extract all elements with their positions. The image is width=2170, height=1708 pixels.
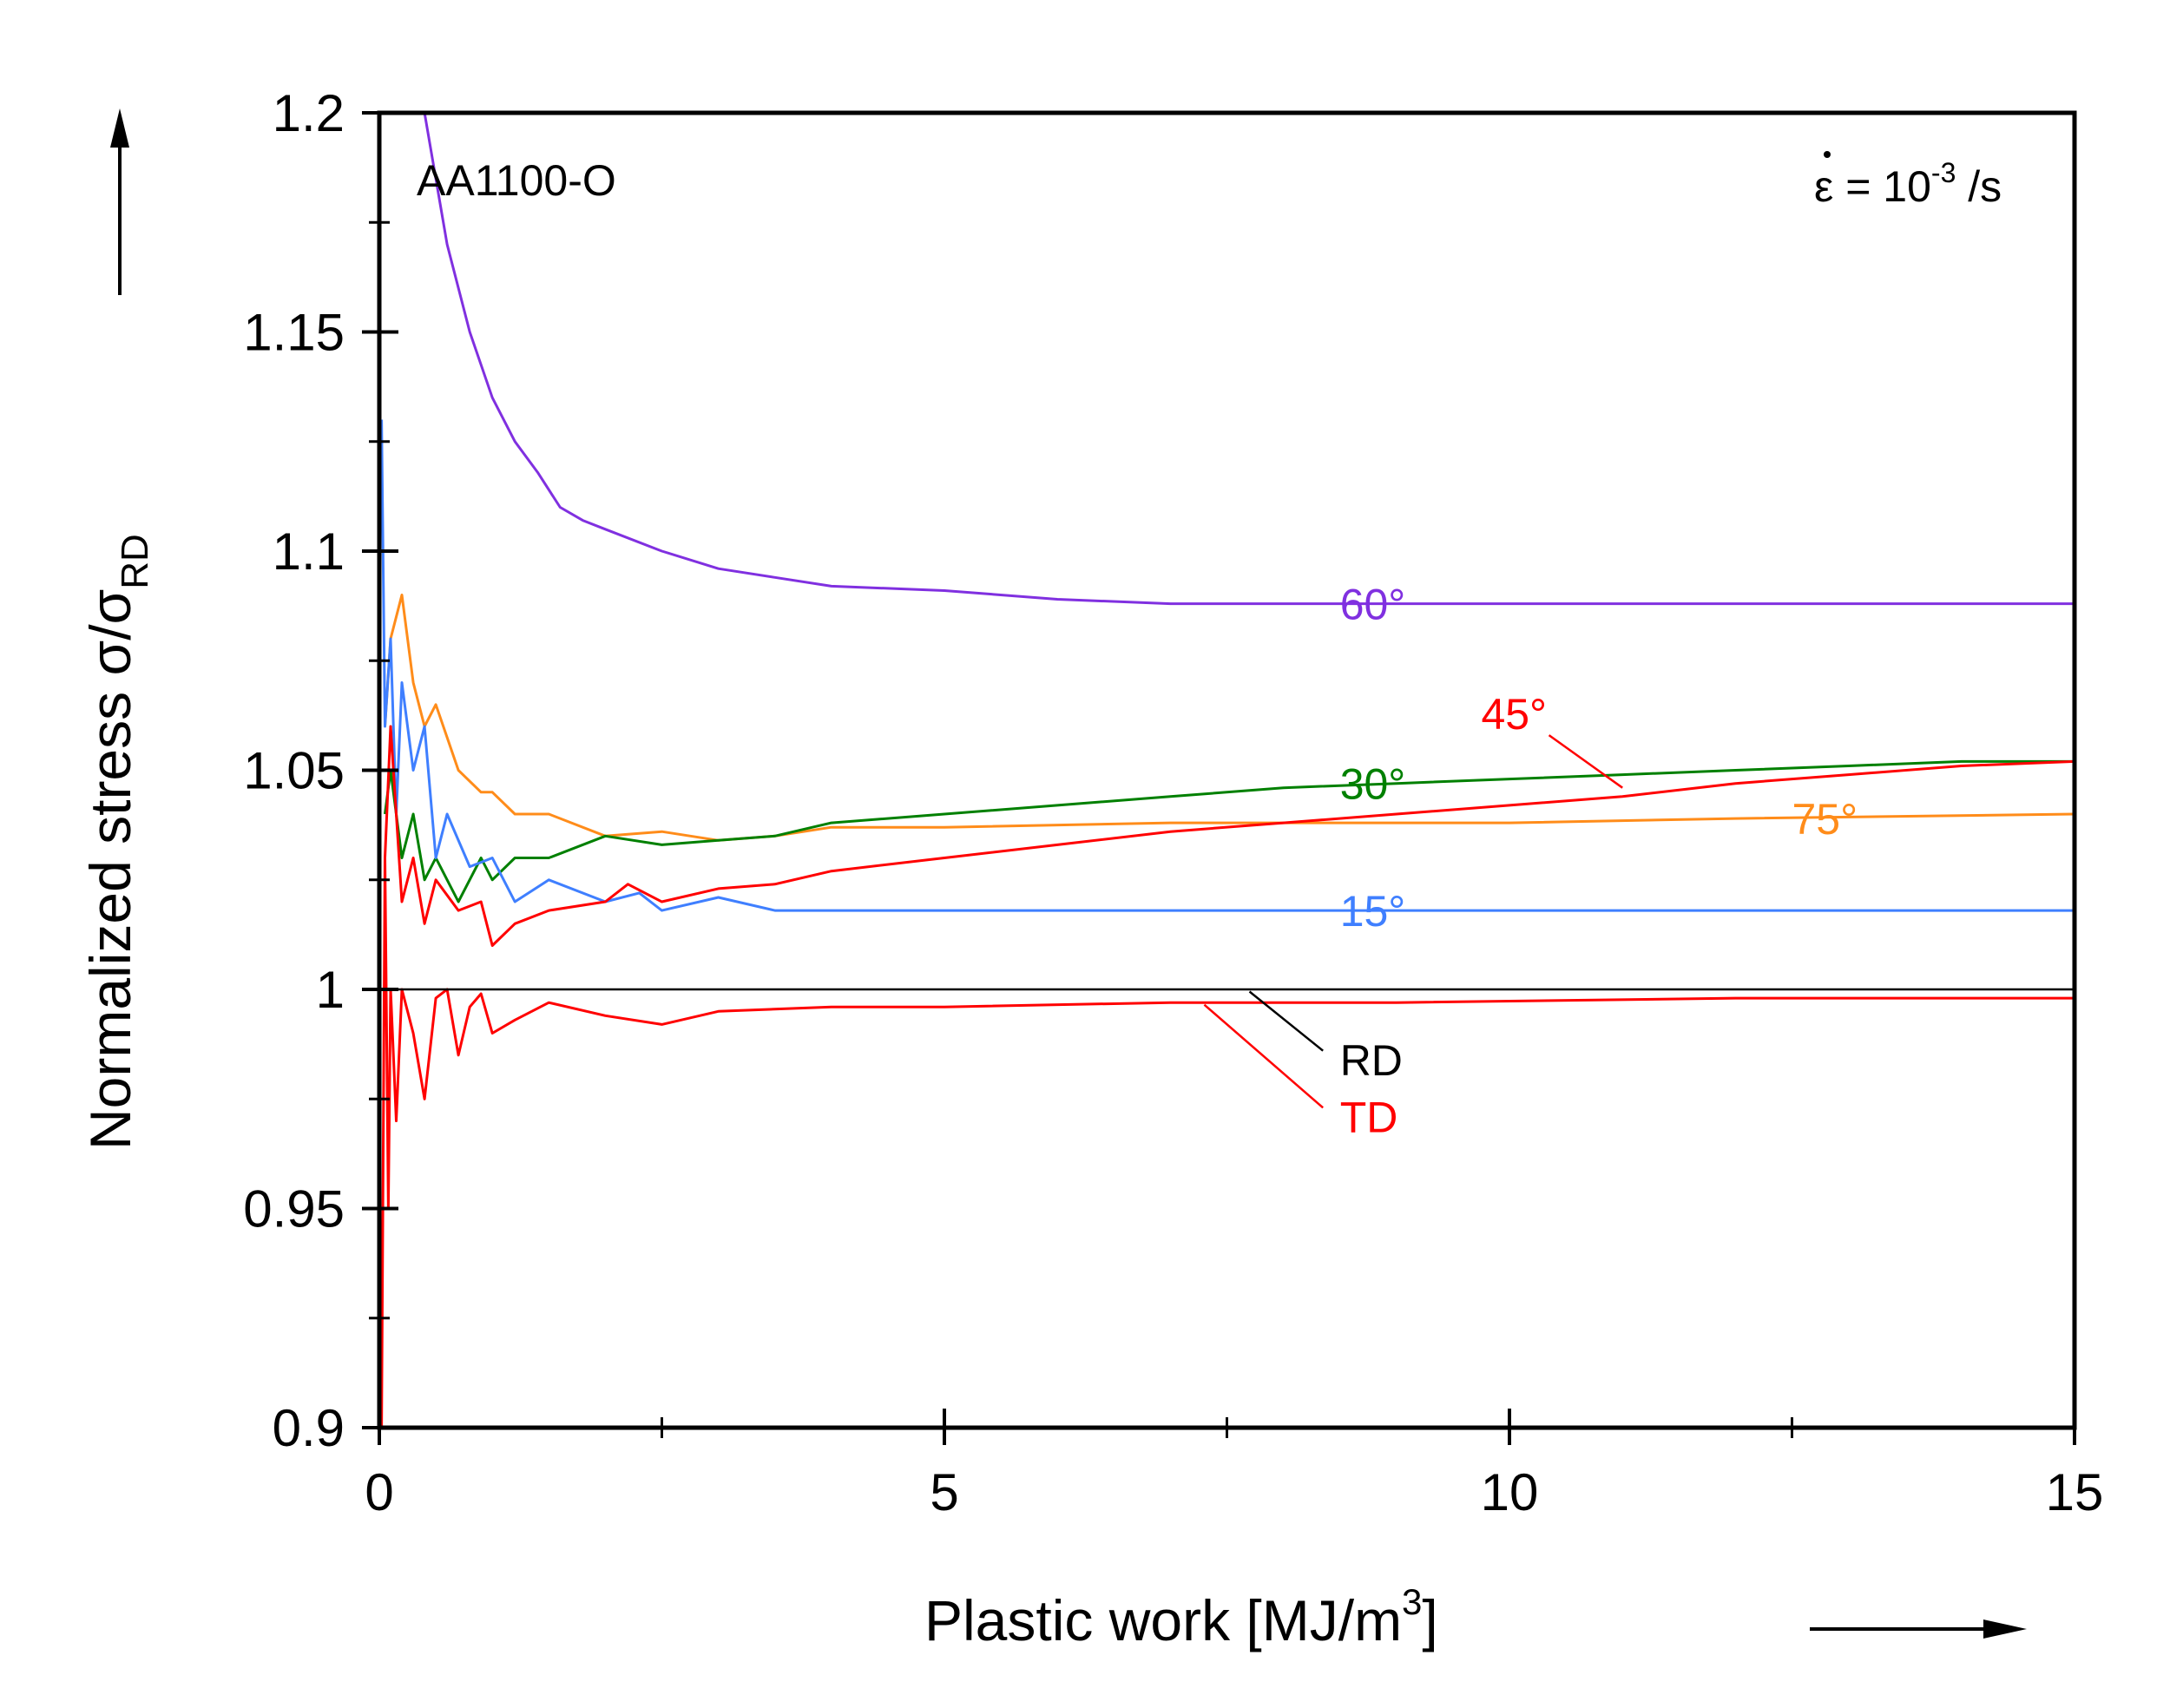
strain-rate-symbol: ε bbox=[1814, 162, 1833, 211]
y-tick-label: 0.9 bbox=[273, 1399, 345, 1457]
leader-td bbox=[1203, 1003, 1324, 1109]
strain-rate-label: ε = 10-3 /s bbox=[1814, 157, 2002, 211]
plot-series bbox=[380, 112, 2075, 1429]
y-tick-label: 0.95 bbox=[243, 1180, 345, 1238]
x-tick-label: 0 bbox=[365, 1463, 393, 1521]
series-line-60deg bbox=[423, 112, 2075, 606]
series-labels: 60° 45° 30° 75° 15° RD TD bbox=[1340, 581, 1858, 1142]
plot-frame bbox=[377, 110, 2077, 1430]
series-line-30deg bbox=[384, 759, 2075, 903]
y-direction-arrow bbox=[110, 108, 129, 295]
strain-rate-dot bbox=[1824, 151, 1831, 158]
x-direction-arrow bbox=[1810, 1619, 2027, 1639]
leader-lines bbox=[1203, 734, 1623, 1109]
y-tick-label: 1 bbox=[316, 961, 345, 1019]
material-label: AA1100-O bbox=[417, 156, 616, 205]
x-tick-label: 15 bbox=[2046, 1463, 2104, 1521]
y-tick-label: 1.15 bbox=[243, 304, 345, 362]
x-axis-title: Plastic work [MJ/m3] bbox=[924, 1581, 1438, 1652]
y-tick-label: 1.2 bbox=[273, 84, 345, 142]
series-label-30: 30° bbox=[1340, 760, 1406, 809]
series-label-rd: RD bbox=[1340, 1036, 1403, 1085]
series-line-td bbox=[380, 857, 2075, 1429]
axes bbox=[377, 110, 2077, 1430]
x-tick-label: 5 bbox=[930, 1463, 958, 1521]
y-tick-label: 1.05 bbox=[243, 742, 345, 800]
series-label-45: 45° bbox=[1481, 690, 1547, 739]
series-line-75deg bbox=[384, 594, 2075, 842]
leader-45 bbox=[1548, 734, 1623, 789]
strain-rate-equals: = 10 bbox=[1833, 162, 1931, 211]
x-axis-title-sup: 3 bbox=[1402, 1581, 1422, 1622]
series-label-60: 60° bbox=[1340, 581, 1406, 629]
x-axis-title-main: Plastic work [MJ/m bbox=[924, 1588, 1402, 1652]
x-ticks: 0 5 10 15 bbox=[365, 1409, 2103, 1521]
y-axis-title: Normalized stress σ/σRD bbox=[78, 534, 156, 1150]
series-line-15deg bbox=[380, 419, 2075, 912]
strain-rate-exponent: -3 bbox=[1931, 157, 1956, 188]
series-label-td: TD bbox=[1340, 1093, 1398, 1141]
y-tick-label: 1.1 bbox=[273, 522, 345, 581]
series-label-75: 75° bbox=[1792, 795, 1858, 844]
y-axis-title-sub: RD bbox=[114, 534, 156, 589]
series-line-45deg bbox=[384, 725, 2075, 947]
x-axis-title-close: ] bbox=[1422, 1588, 1437, 1652]
series-label-15: 15° bbox=[1340, 887, 1406, 936]
y-axis-title-main: Normalized stress σ/σ bbox=[78, 589, 142, 1150]
y-ticks: 0.9 0.95 1 1.05 1.1 1.15 1.2 bbox=[243, 84, 398, 1457]
leader-rd bbox=[1248, 990, 1324, 1052]
x-tick-label: 10 bbox=[1481, 1463, 1539, 1521]
strain-rate-unit: /s bbox=[1956, 162, 2002, 211]
